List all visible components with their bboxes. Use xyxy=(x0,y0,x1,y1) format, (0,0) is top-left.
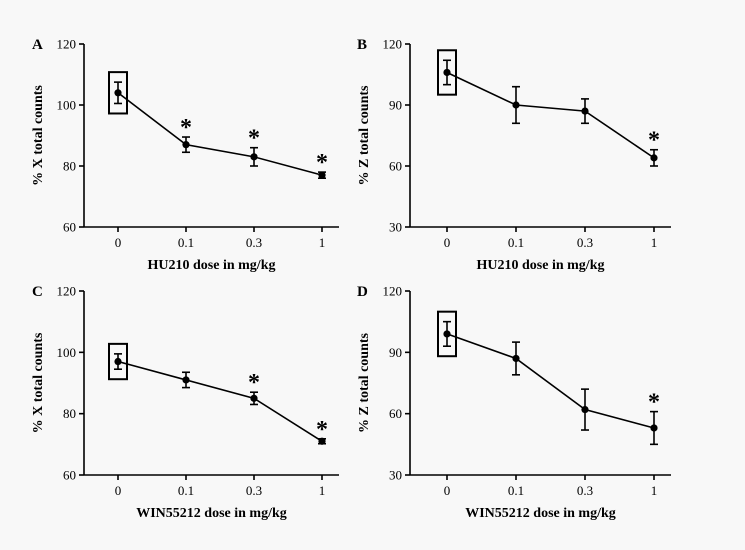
y-axis-title: % X total counts xyxy=(31,85,46,186)
significance-star: * xyxy=(180,115,192,141)
panel-letter: D xyxy=(357,284,368,300)
y-tick-label: 100 xyxy=(57,345,77,360)
series-line xyxy=(446,333,655,429)
x-tick-label: 0.1 xyxy=(508,235,524,250)
panel-letter: A xyxy=(32,37,43,53)
control-highlight-box xyxy=(108,71,128,115)
x-tick-label: 1 xyxy=(651,483,658,498)
y-axis-title: % Z total counts xyxy=(357,332,372,433)
x-tick-label: 0.1 xyxy=(508,483,524,498)
series-line xyxy=(117,360,323,442)
y-tick-label: 80 xyxy=(63,406,76,421)
x-tick-label: 0 xyxy=(115,483,122,498)
control-highlight-box xyxy=(108,342,128,381)
y-tick-label: 60 xyxy=(63,220,76,235)
x-tick-label: 1 xyxy=(651,235,658,250)
y-tick-label: 60 xyxy=(389,159,402,174)
data-point xyxy=(581,107,589,115)
x-axis-title: HU210 dose in mg/kg xyxy=(148,258,276,273)
x-axis-title: WIN55212 dose in mg/kg xyxy=(465,506,616,521)
y-tick-label: 120 xyxy=(57,37,77,52)
data-point xyxy=(250,394,258,402)
y-axis-title: % Z total counts xyxy=(357,85,372,186)
data-point xyxy=(650,154,658,162)
panel-d: D 30 60 90 120 0 0.1 0.3 1 WIN55212 dose in mg/kg… xyxy=(357,284,671,521)
control-highlight-box xyxy=(437,310,457,358)
y-tick-label: 80 xyxy=(63,159,76,174)
data-point xyxy=(114,89,122,97)
y-tick-label: 120 xyxy=(383,284,403,299)
data-point xyxy=(443,68,451,77)
data-point xyxy=(318,171,326,179)
panel-b: B 30 60 90 120 0 0.1 0.3 1 HU210 dose in mg/kg % Z… xyxy=(357,37,671,273)
series-line xyxy=(117,92,323,176)
data-point xyxy=(512,354,520,363)
significance-star: * xyxy=(248,126,260,152)
data-point xyxy=(182,141,190,149)
x-tick-label: 1 xyxy=(319,483,326,498)
series-line xyxy=(446,71,655,159)
data-point xyxy=(182,376,190,384)
panel-letter: C xyxy=(32,284,43,300)
y-tick-label: 60 xyxy=(389,406,402,421)
x-tick-label: 0.3 xyxy=(246,483,262,498)
significance-star: * xyxy=(316,150,328,176)
data-point xyxy=(250,153,258,161)
y-tick-label: 90 xyxy=(389,345,402,360)
control-highlight-box xyxy=(437,49,457,96)
x-tick-label: 0.3 xyxy=(577,483,593,498)
panel-letter: B xyxy=(357,37,367,53)
y-tick-label: 100 xyxy=(57,98,77,113)
data-point xyxy=(512,101,520,109)
x-tick-label: 0 xyxy=(115,235,122,250)
panel-c: C 60 80 100 120 0 0.1 0.3 1 WIN55212 dose in mg/k… xyxy=(31,284,339,521)
data-point xyxy=(650,424,658,432)
x-tick-label: 1 xyxy=(319,235,326,250)
significance-star: * xyxy=(648,128,660,154)
significance-star: * xyxy=(648,390,660,416)
panel-a: A 60 80 100 120 0 0.1 0.3 1 HU210 dose in mg/kg % … xyxy=(31,37,339,273)
y-tick-label: 30 xyxy=(389,468,402,483)
y-tick-label: 90 xyxy=(389,98,402,113)
x-axis-title: HU210 dose in mg/kg xyxy=(477,258,605,273)
significance-star: * xyxy=(248,370,260,396)
data-point xyxy=(114,357,122,366)
x-tick-label: 0.1 xyxy=(178,235,194,250)
x-tick-label: 0 xyxy=(444,235,451,250)
x-tick-label: 0 xyxy=(444,483,451,498)
y-axis-title: % X total counts xyxy=(31,332,46,433)
data-point xyxy=(318,437,326,445)
x-axis-title: WIN55212 dose in mg/kg xyxy=(136,506,287,521)
data-point xyxy=(581,405,589,414)
y-tick-label: 60 xyxy=(63,468,76,483)
y-tick-label: 30 xyxy=(389,220,402,235)
y-tick-label: 120 xyxy=(383,37,403,52)
x-tick-label: 0.3 xyxy=(246,235,262,250)
x-tick-label: 0.1 xyxy=(178,483,194,498)
y-tick-label: 120 xyxy=(57,284,77,299)
significance-star: * xyxy=(316,417,328,443)
x-tick-label: 0.3 xyxy=(577,235,593,250)
data-point xyxy=(443,330,451,338)
